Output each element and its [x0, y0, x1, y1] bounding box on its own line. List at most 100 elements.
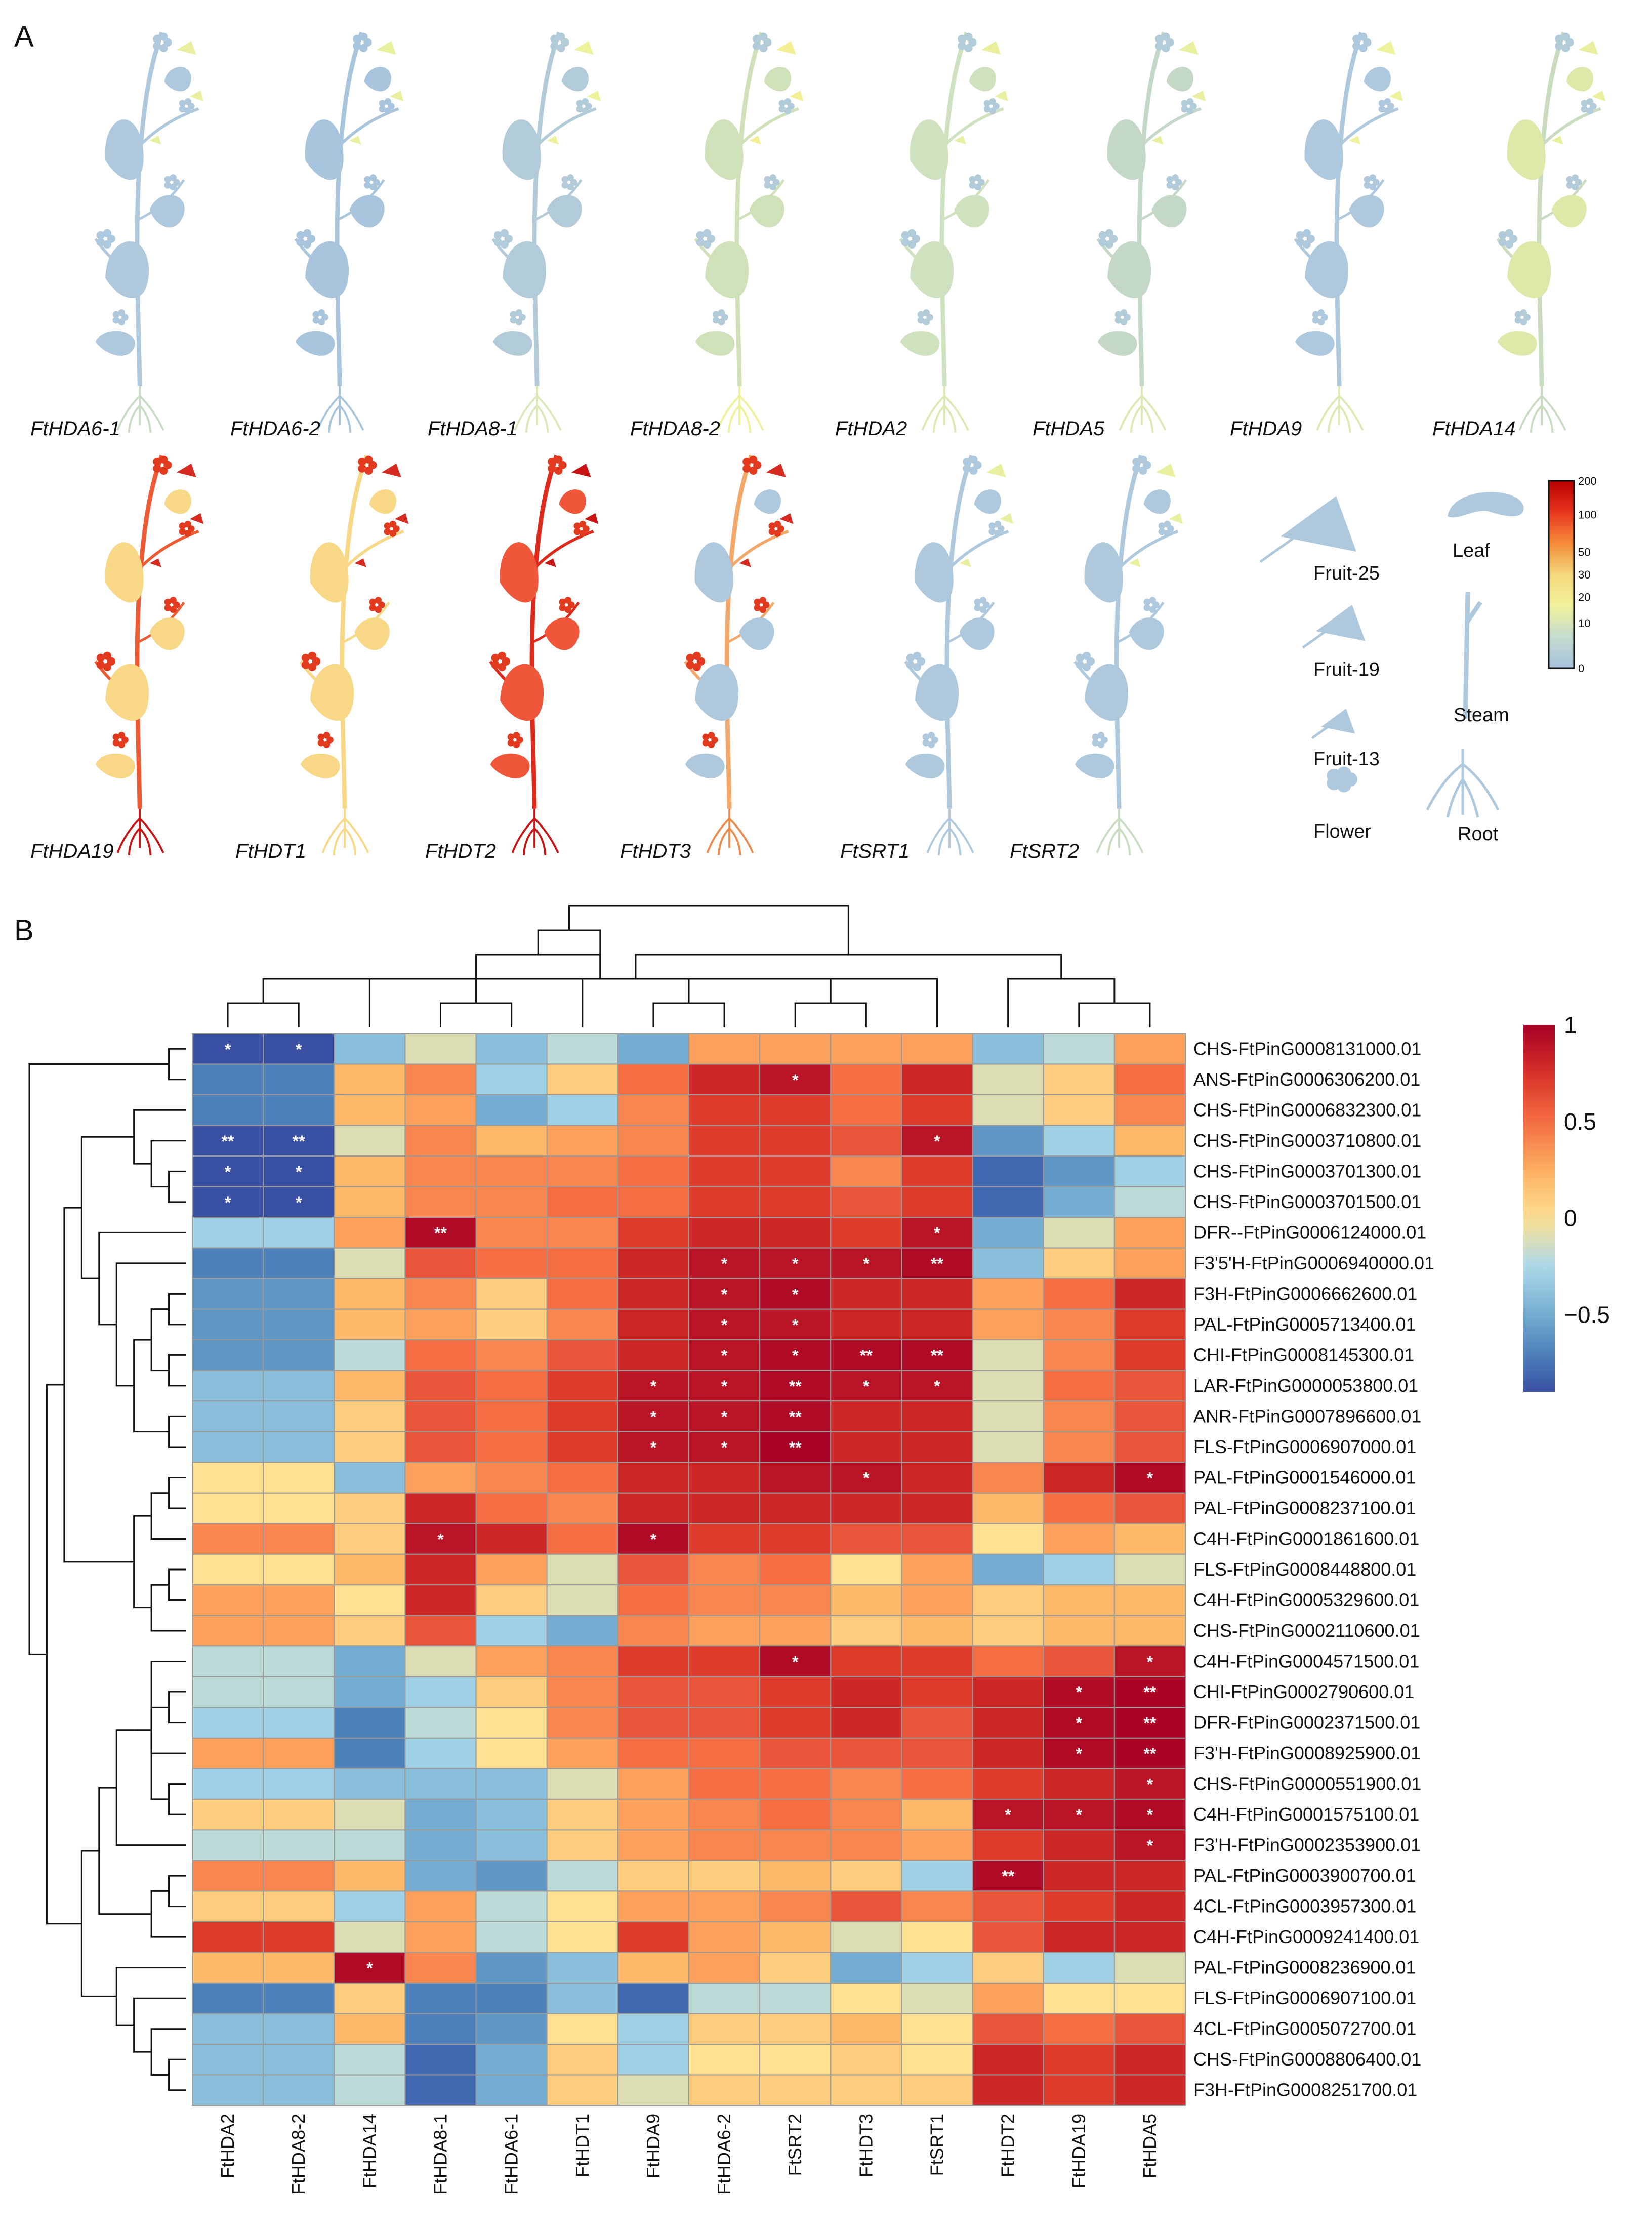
- root-line: [344, 817, 369, 853]
- heatmap-cell: [334, 1890, 406, 1922]
- heatmap-cell: [475, 1462, 548, 1494]
- dendrogram-branch: [133, 1109, 186, 1165]
- heatmap-cell: [404, 1676, 477, 1708]
- heatmap-cell: [334, 1982, 406, 2014]
- flower: [1076, 651, 1095, 672]
- heatmap-cell: [404, 1860, 477, 1892]
- root-line: [536, 395, 562, 431]
- root-line: [344, 828, 357, 856]
- heatmap-cell: [972, 1217, 1044, 1249]
- heatmap-cell: [475, 1921, 548, 1953]
- heatmap-cell: [334, 1308, 406, 1341]
- leaf: [1497, 331, 1537, 356]
- flower: [1498, 229, 1517, 249]
- colorbar-tick-label: 50: [1578, 546, 1590, 559]
- fruit: [349, 136, 361, 145]
- flower-petal: [983, 105, 991, 113]
- flower: [317, 731, 334, 749]
- heatmap-cell: [546, 1615, 618, 1647]
- heatmap-cell: [830, 1308, 902, 1341]
- dendrogram-branch: [568, 905, 849, 955]
- flower-petal: [112, 739, 120, 747]
- heatmap-cell: [475, 1553, 548, 1586]
- flower: [96, 229, 115, 249]
- flower-petal: [1114, 311, 1122, 318]
- leaf: [544, 617, 580, 650]
- heatmap-cell: [263, 1278, 335, 1310]
- flower-petal: [964, 44, 973, 53]
- flower-petal: [103, 651, 111, 660]
- leaf: [1129, 617, 1164, 650]
- heatmap-cell: [972, 1737, 1044, 1769]
- flower-petal: [384, 107, 392, 114]
- root-line: [511, 817, 535, 853]
- heatmap-cell: [1113, 1492, 1186, 1524]
- colorbar-tick-label: 10: [1578, 617, 1590, 630]
- flower-petal: [1166, 176, 1174, 183]
- heatmap-cell: [1043, 1400, 1115, 1432]
- leaf: [105, 119, 144, 180]
- stem-branch: [943, 107, 1004, 147]
- heatmap-cell: [475, 1308, 548, 1341]
- flower: [369, 597, 385, 613]
- heatmap-cell: [404, 1247, 477, 1279]
- root-line: [1118, 817, 1144, 853]
- significance-marker: *: [934, 1377, 940, 1395]
- fruit: [766, 463, 786, 478]
- leaf: [685, 753, 725, 778]
- heatmap-cell: [901, 1339, 973, 1371]
- flower-petal: [1581, 105, 1588, 113]
- heatmap-cell: [404, 1492, 477, 1524]
- fruit: [995, 90, 1009, 102]
- root: [716, 386, 764, 433]
- flower-petal: [1164, 530, 1171, 537]
- root-line: [1541, 395, 1566, 431]
- heatmap-cell: [192, 2043, 264, 2076]
- flower-petal: [364, 455, 373, 464]
- significance-marker: *: [721, 1255, 728, 1273]
- flower-petal: [118, 741, 126, 749]
- heatmap-cell: [1043, 1768, 1115, 1800]
- flower: [1098, 229, 1118, 249]
- root-line: [932, 405, 945, 433]
- tissue-root: Root: [1426, 749, 1500, 845]
- fruit: [1192, 90, 1206, 102]
- flower: [753, 32, 772, 53]
- heatmap-cell: [759, 1431, 832, 1463]
- heatmap-cell: [972, 2013, 1044, 2045]
- dendrogram-branch: [440, 1002, 513, 1027]
- heatmap-cell: [334, 1645, 406, 1677]
- heatmap-cell: [901, 1186, 973, 1218]
- flower-petal: [1505, 229, 1513, 237]
- heatmap-cell: [192, 1768, 264, 1800]
- heatmap-cell: [1113, 1645, 1186, 1677]
- heatmap-cell: [901, 1400, 973, 1432]
- root: [116, 386, 164, 433]
- fruit: [354, 558, 366, 567]
- heatmap-cell: [972, 2043, 1044, 2076]
- heatmap-cell: [688, 1278, 761, 1310]
- heatmap-cell: [688, 1462, 761, 1494]
- tissue-fruit-small: Fruit-13: [1311, 709, 1380, 770]
- heatmap-cell: [901, 1829, 973, 1861]
- flower-petal: [561, 176, 569, 183]
- heatmap-cell: [334, 1860, 406, 1892]
- heatmap-cell: [1113, 1033, 1186, 1065]
- heatmap-cell: [192, 1829, 264, 1861]
- column-label: FtHDA14: [359, 2114, 380, 2188]
- heatmap-cell: [972, 1707, 1044, 1739]
- flower-petal: [184, 520, 192, 528]
- plant-expression-panel: FtHDA6-1 FtHDA6-2 FtHDA8-1 FtHDA8-2 FtHDA2 Ft…: [30, 31, 1606, 862]
- flower-petal: [379, 105, 386, 113]
- flower: [696, 229, 715, 249]
- root-line: [1530, 405, 1543, 433]
- flower-petal: [184, 530, 192, 537]
- fruit: [1349, 136, 1361, 145]
- heatmap-cell: [334, 1768, 406, 1800]
- flower: [988, 520, 1005, 537]
- heatmap-cell: [759, 2074, 832, 2107]
- dendrogram-branch: [168, 1568, 186, 1601]
- fruit: [1376, 40, 1396, 55]
- tissue-label: Flower: [1313, 821, 1371, 842]
- significance-marker: *: [1005, 1806, 1011, 1824]
